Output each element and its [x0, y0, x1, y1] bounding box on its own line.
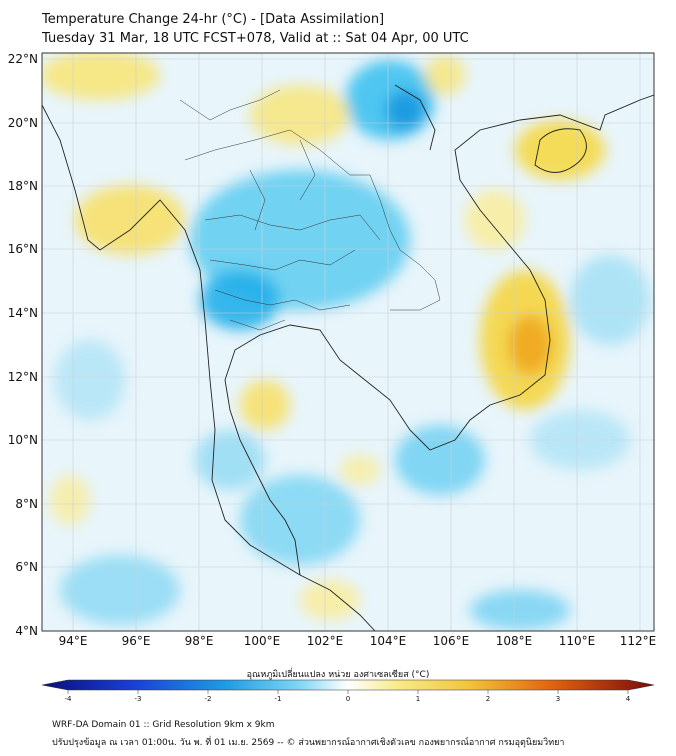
lon-label: 112°E: [620, 634, 657, 648]
colorbar-bar: [41, 679, 655, 691]
lat-label: 8°N: [15, 497, 38, 511]
temperature-field: [42, 53, 654, 631]
latitude-axis: 22°N 20°N 18°N 16°N 14°N 12°N 10°N 8°N 6…: [8, 52, 38, 638]
colorbar-tick: 1: [416, 695, 420, 703]
lat-label: 14°N: [8, 306, 38, 320]
map-subtitle: Tuesday 31 Mar, 18 UTC FCST+078, Valid a…: [42, 31, 469, 46]
lat-label: 4°N: [15, 624, 38, 638]
footer-grid-info: WRF-DA Domain 01 :: Grid Resolution 9km …: [52, 720, 275, 730]
colorbar-tick: 2: [486, 695, 490, 703]
lat-label: 18°N: [8, 179, 38, 193]
map-title: Temperature Change 24-hr (°C) - [Data As…: [42, 12, 385, 27]
lon-label: 94°E: [59, 634, 88, 648]
colorbar-tick: -2: [205, 695, 212, 703]
lat-label: 10°N: [8, 433, 38, 447]
map-frame: [41, 52, 655, 632]
lon-label: 98°E: [185, 634, 214, 648]
gridlines: [42, 53, 654, 631]
colorbar-title: อุณหภูมิเปลี่ยนแปลง หน่วย องศาเซลเซียส (…: [246, 670, 430, 680]
colorbar: -4 -3 -2 -1 0 1 2 3 4: [41, 679, 655, 703]
lat-label: 16°N: [8, 242, 38, 256]
lon-label: 108°E: [496, 634, 533, 648]
lon-label: 110°E: [559, 634, 596, 648]
lat-label: 6°N: [15, 560, 38, 574]
coastlines: [42, 84, 654, 631]
colorbar-tick: 3: [556, 695, 560, 703]
lon-label: 100°E: [244, 634, 281, 648]
lat-label: 22°N: [8, 52, 38, 66]
longitude-axis: 94°E 96°E 98°E 100°E 102°E 104°E 106°E 1…: [59, 634, 657, 648]
lon-label: 96°E: [122, 634, 151, 648]
colorbar-tick: 4: [626, 695, 631, 703]
lon-label: 106°E: [433, 634, 470, 648]
colorbar-tick: -4: [65, 695, 73, 703]
colorbar-tick: -3: [135, 695, 142, 703]
lon-label: 102°E: [307, 634, 344, 648]
province-borders: [179, 89, 441, 331]
lat-label: 20°N: [8, 116, 38, 130]
colorbar-tick: 0: [346, 695, 350, 703]
lon-label: 104°E: [370, 634, 407, 648]
footer-credit: ปรับปรุงข้อมูล ณ เวลา 01:00น. วัน พ. ที่…: [52, 738, 565, 748]
colorbar-tick: -1: [275, 695, 282, 703]
lat-label: 12°N: [8, 370, 38, 384]
